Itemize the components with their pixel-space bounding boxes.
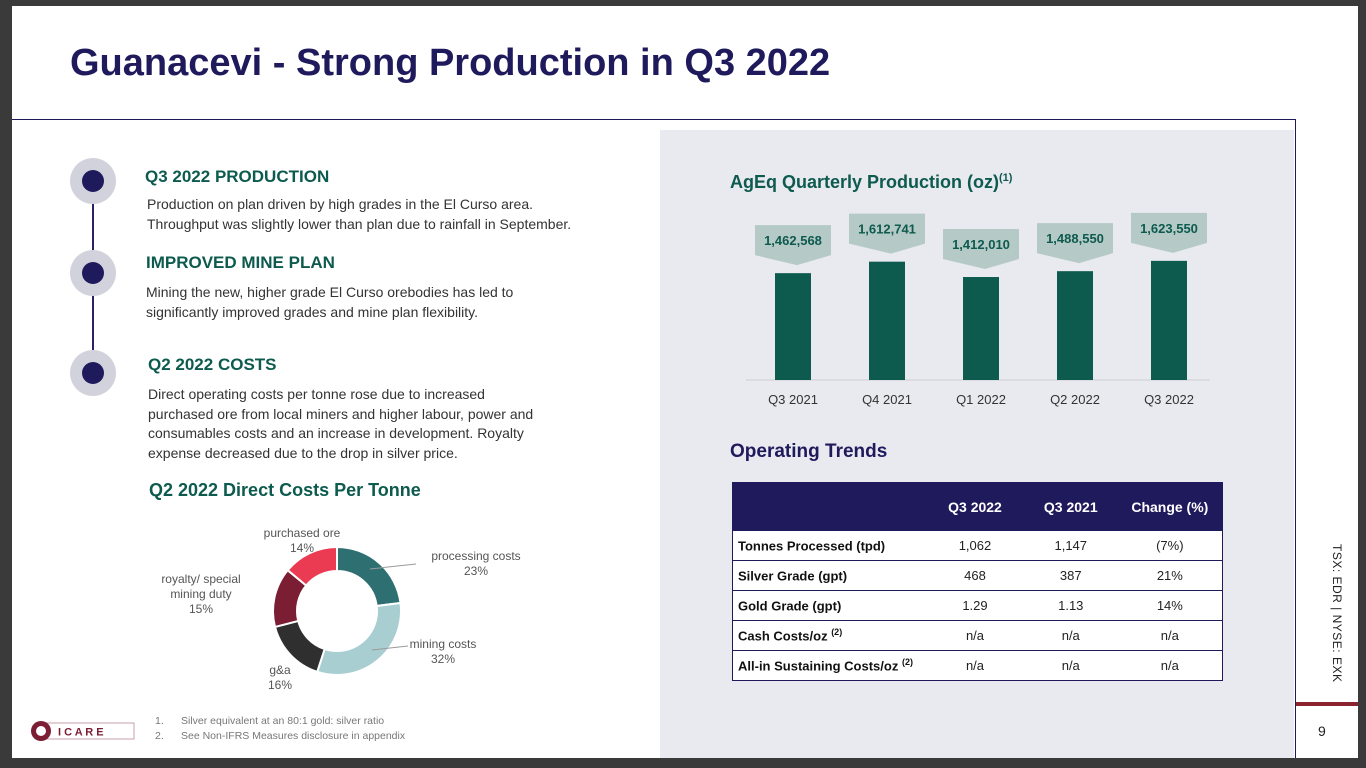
pie-label-processing: processing costs 23% xyxy=(431,549,521,578)
donut-slice-purchased-ore xyxy=(286,545,338,587)
data-label: 1,462,568 xyxy=(755,225,831,266)
operating-trends-title: Operating Trends xyxy=(730,441,888,462)
ticker-symbol: TSX: EDR | NYSE: EXK xyxy=(1330,544,1344,683)
section-heading: IMPROVED MINE PLAN xyxy=(146,253,335,272)
table-cell: (7%) xyxy=(1117,530,1223,561)
logo-text: I C A R E xyxy=(58,727,104,739)
section-line: Direct operating costs per tonne rose du… xyxy=(148,386,485,402)
slide: Guanacevi - Strong Production in Q3 2022… xyxy=(12,6,1358,758)
section-body: Production on plan driven by high grades… xyxy=(147,195,617,234)
value-label: 1,412,010 xyxy=(952,237,1010,252)
table-row: All-in Sustaining Costs/oz (2) n/a n/a n/a xyxy=(732,650,1223,681)
data-label: 1,412,010 xyxy=(943,229,1019,270)
table-row: Silver Grade (gpt) 468 387 21% xyxy=(732,560,1223,591)
table-cell: 1,062 xyxy=(926,530,1024,561)
bar-q4-2021 xyxy=(869,261,905,380)
table-cell: 1.13 xyxy=(1023,590,1118,621)
table-cell: n/a xyxy=(1117,650,1223,681)
table-header: Change (%) xyxy=(1117,482,1223,531)
table-header: Q3 2022 xyxy=(926,482,1024,531)
table-header xyxy=(732,482,927,531)
tick-label: Q3 2021 xyxy=(768,392,818,407)
row-label: Silver Grade (gpt) xyxy=(732,560,927,591)
tick-label: Q1 2022 xyxy=(956,392,1006,407)
page-accent-bar xyxy=(1296,702,1358,706)
table-cell: n/a xyxy=(926,650,1024,681)
row-label: Gold Grade (gpt) xyxy=(732,590,927,621)
bar-q3-2022 xyxy=(1151,260,1187,380)
table-row: Gold Grade (gpt) 1.29 1.13 14% xyxy=(732,590,1223,621)
section-heading: Q3 2022 PRODUCTION xyxy=(145,167,330,186)
timeline-dot xyxy=(70,350,116,396)
bar-q1-2022 xyxy=(963,277,999,380)
table-header: Q3 2021 xyxy=(1023,482,1118,531)
table-row: Cash Costs/oz (2) n/a n/a n/a xyxy=(732,620,1223,651)
section-line: significantly improved grades and mine p… xyxy=(146,303,479,320)
bar-q3-2021 xyxy=(775,273,811,380)
pie-label-mining: mining costs 32% xyxy=(409,637,477,666)
section-line: Throughput was slightly lower than plan … xyxy=(147,215,572,232)
pie-label-ga: g&a 16% xyxy=(267,663,293,692)
icare-logo: I C A R E xyxy=(31,721,135,741)
table-cell: n/a xyxy=(1117,620,1223,651)
value-label: 1,623,550 xyxy=(1140,221,1198,236)
table-cell: 468 xyxy=(926,560,1024,591)
row-label: Cash Costs/oz (2) xyxy=(732,620,927,651)
data-label: 1,623,550 xyxy=(1131,212,1207,253)
value-label: 1,488,550 xyxy=(1046,231,1104,246)
right-divider xyxy=(1295,119,1296,758)
value-label: 1,612,741 xyxy=(858,222,916,237)
donut-leader-lines xyxy=(369,563,417,651)
footnote: 2. See Non-IFRS Measures disclosure in ap… xyxy=(155,729,406,742)
footnote: 1. Silver equivalent at an 80:1 gold: sil… xyxy=(155,715,385,727)
section-line: expense decreased due to the drop in sil… xyxy=(148,444,458,461)
data-label: 1,488,550 xyxy=(1037,223,1113,264)
title-divider xyxy=(12,119,1295,120)
pie-label-royalty: royalty/ special mining duty 15% xyxy=(161,572,241,616)
row-label: All-in Sustaining Costs/oz (2) xyxy=(732,650,927,681)
table-cell: 21% xyxy=(1117,560,1223,591)
timeline-dot xyxy=(70,250,116,296)
table-cell: 1,147 xyxy=(1023,530,1118,561)
timeline-dot xyxy=(70,158,116,204)
table-cell: n/a xyxy=(1023,620,1118,651)
slide-title: Guanacevi - Strong Production in Q3 2022 xyxy=(70,42,831,84)
table-header-row: Q3 2022 Q3 2021 Change (%) xyxy=(732,482,1223,531)
section-line: purchased ore from local miners and high… xyxy=(148,405,534,422)
table-row: Tonnes Processed (tpd) 1,062 1,147 (7%) xyxy=(732,530,1223,561)
pie-label-purchased-ore: purchased ore 14% xyxy=(263,526,341,555)
section-line: Production on plan driven by high grades… xyxy=(147,196,534,212)
tick-label: Q2 2022 xyxy=(1050,392,1100,407)
operating-trends-table: Q3 2022 Q3 2021 Change (%) Tonnes Proces… xyxy=(732,482,1223,681)
section-body: Direct operating costs per tonne rose du… xyxy=(148,385,618,463)
section-line: consumables costs and an increase in dev… xyxy=(148,425,524,441)
chart-title: AgEq Quarterly Production (oz)(1) xyxy=(730,172,1013,192)
table-cell: n/a xyxy=(926,620,1024,651)
pie-title: Q2 2022 Direct Costs Per Tonne xyxy=(149,480,421,500)
tick-label: Q4 2021 xyxy=(862,392,912,407)
bar-q2-2022 xyxy=(1057,271,1093,380)
table-cell: 1.29 xyxy=(926,590,1024,621)
page-number: 9 xyxy=(1318,723,1326,739)
data-label: 1,612,741 xyxy=(849,213,925,254)
value-label: 1,462,568 xyxy=(764,233,822,248)
donut-chart xyxy=(272,545,402,676)
section-body: Mining the new, higher grade El Curso or… xyxy=(146,283,616,322)
row-label: Tonnes Processed (tpd) xyxy=(732,530,927,561)
tick-label: Q3 2022 xyxy=(1144,392,1194,407)
table-cell: n/a xyxy=(1023,650,1118,681)
table-cell: 14% xyxy=(1117,590,1223,621)
section-line: Mining the new, higher grade El Curso or… xyxy=(146,284,514,300)
table-cell: 387 xyxy=(1023,560,1118,591)
section-heading: Q2 2022 COSTS xyxy=(148,355,277,374)
bar-chart: 1,462,568 Q3 2021 1,612,741 Q4 2021 1,412,01… xyxy=(746,212,1210,407)
footnotes: 1. Silver equivalent at an 80:1 gold: sil… xyxy=(155,714,405,743)
